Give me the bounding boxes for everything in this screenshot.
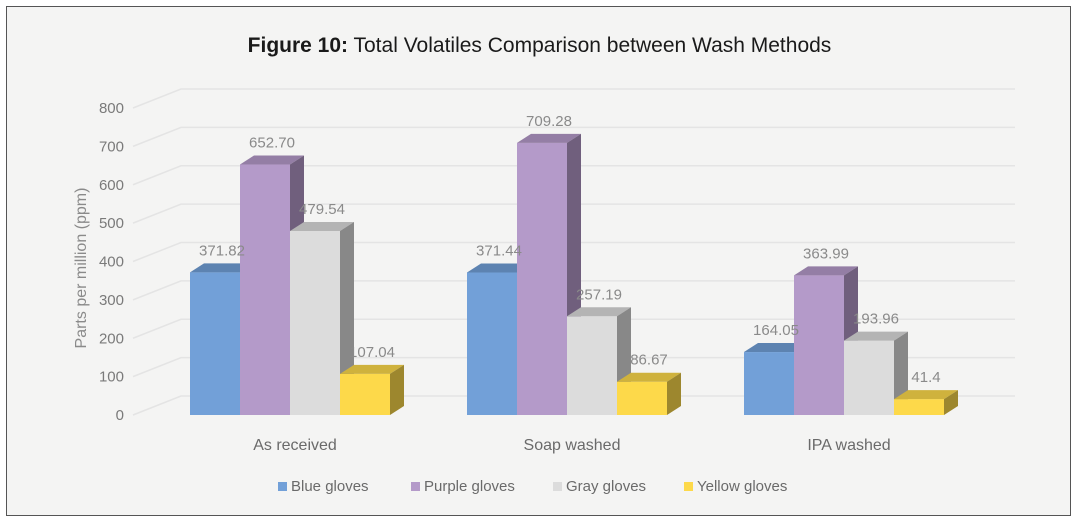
- chart-title: Figure 10: Total Volatiles Comparison be…: [0, 34, 1079, 58]
- y-tick-label: 500: [99, 215, 124, 232]
- x-category-label: IPA washed: [807, 437, 890, 454]
- y-tick-label: 100: [99, 369, 124, 386]
- y-tick-label: 800: [99, 100, 124, 117]
- data-label: 363.99: [803, 245, 849, 262]
- legend-label: Gray gloves: [566, 478, 646, 495]
- gridline: [132, 241, 1015, 263]
- bar-top: [894, 390, 958, 400]
- bar-front: [340, 373, 390, 415]
- gridline: [132, 318, 1015, 339]
- legend-label: Yellow gloves: [697, 478, 787, 495]
- bar-front: [240, 164, 290, 415]
- bar-top: [190, 263, 254, 273]
- bar-top: [467, 263, 531, 273]
- y-tick-label: 200: [99, 330, 124, 347]
- gridline: [132, 203, 1015, 224]
- bar-top: [517, 133, 581, 143]
- bar-top: [340, 364, 404, 374]
- bar-side: [667, 372, 681, 415]
- legend-label: Blue gloves: [291, 478, 369, 495]
- gridline: [132, 280, 1015, 301]
- gridline: [132, 356, 1015, 378]
- bar-front: [794, 275, 844, 415]
- figure-title: Total Volatiles Comparison between Wash …: [353, 34, 832, 57]
- gridline: [132, 165, 1015, 186]
- bar-side: [944, 390, 958, 415]
- bar-front: [844, 340, 894, 415]
- bar-top: [240, 155, 304, 165]
- bars-layer: [190, 133, 958, 416]
- bar-top: [744, 343, 808, 353]
- data-label: 257.19: [576, 286, 622, 303]
- bar-front: [744, 352, 794, 415]
- bar-side: [390, 364, 404, 415]
- bar-front: [190, 272, 240, 415]
- legend-label: Purple gloves: [424, 478, 515, 495]
- data-label: 652.70: [249, 135, 295, 152]
- legend-swatch: [278, 482, 287, 491]
- bar-front: [467, 272, 517, 415]
- data-label: 86.67: [630, 352, 668, 369]
- legend-swatch: [411, 482, 420, 491]
- bar-side: [340, 221, 354, 415]
- data-label: 709.28: [526, 113, 572, 130]
- gridline: [132, 395, 1015, 416]
- y-tick-label: 0: [116, 407, 124, 424]
- bar-front: [894, 399, 944, 415]
- bar-front: [290, 230, 340, 415]
- data-label: 164.05: [753, 322, 799, 339]
- y-tick-label: 400: [99, 254, 124, 271]
- y-tick-label: 300: [99, 292, 124, 309]
- bar-top: [844, 331, 908, 341]
- x-category-label: Soap washed: [524, 437, 621, 454]
- grid-layer: 0 100 200 300 400 500 600 700 800: [99, 88, 1015, 424]
- y-axis-label: Parts per million (ppm): [73, 188, 90, 349]
- bar-front: [617, 381, 667, 415]
- legend: Blue gloves Purple gloves Gray gloves Yello…: [278, 478, 787, 495]
- figure-label: Figure 10:: [247, 34, 349, 57]
- bar-top: [617, 372, 681, 382]
- bar-top: [290, 221, 354, 231]
- labels-layer: 371.82 652.70 479.54 107.04 As received 371.4…: [199, 113, 941, 454]
- data-label: 107.04: [349, 344, 395, 361]
- bar-front: [517, 142, 567, 416]
- bar-front: [567, 316, 617, 415]
- gridline: [132, 126, 1015, 148]
- bar-top: [794, 266, 858, 276]
- data-label: 371.82: [199, 242, 245, 259]
- y-tick-label: 700: [99, 138, 124, 155]
- gridline: [132, 88, 1015, 109]
- data-label: 479.54: [299, 201, 345, 218]
- legend-swatch: [553, 482, 562, 491]
- data-label: 41.4: [911, 369, 940, 386]
- y-tick-label: 600: [99, 177, 124, 194]
- legend-swatch: [684, 482, 693, 491]
- data-label: 193.96: [853, 311, 899, 328]
- data-label: 371.44: [476, 242, 522, 259]
- bar-top: [567, 307, 631, 317]
- x-category-label: As received: [253, 437, 337, 454]
